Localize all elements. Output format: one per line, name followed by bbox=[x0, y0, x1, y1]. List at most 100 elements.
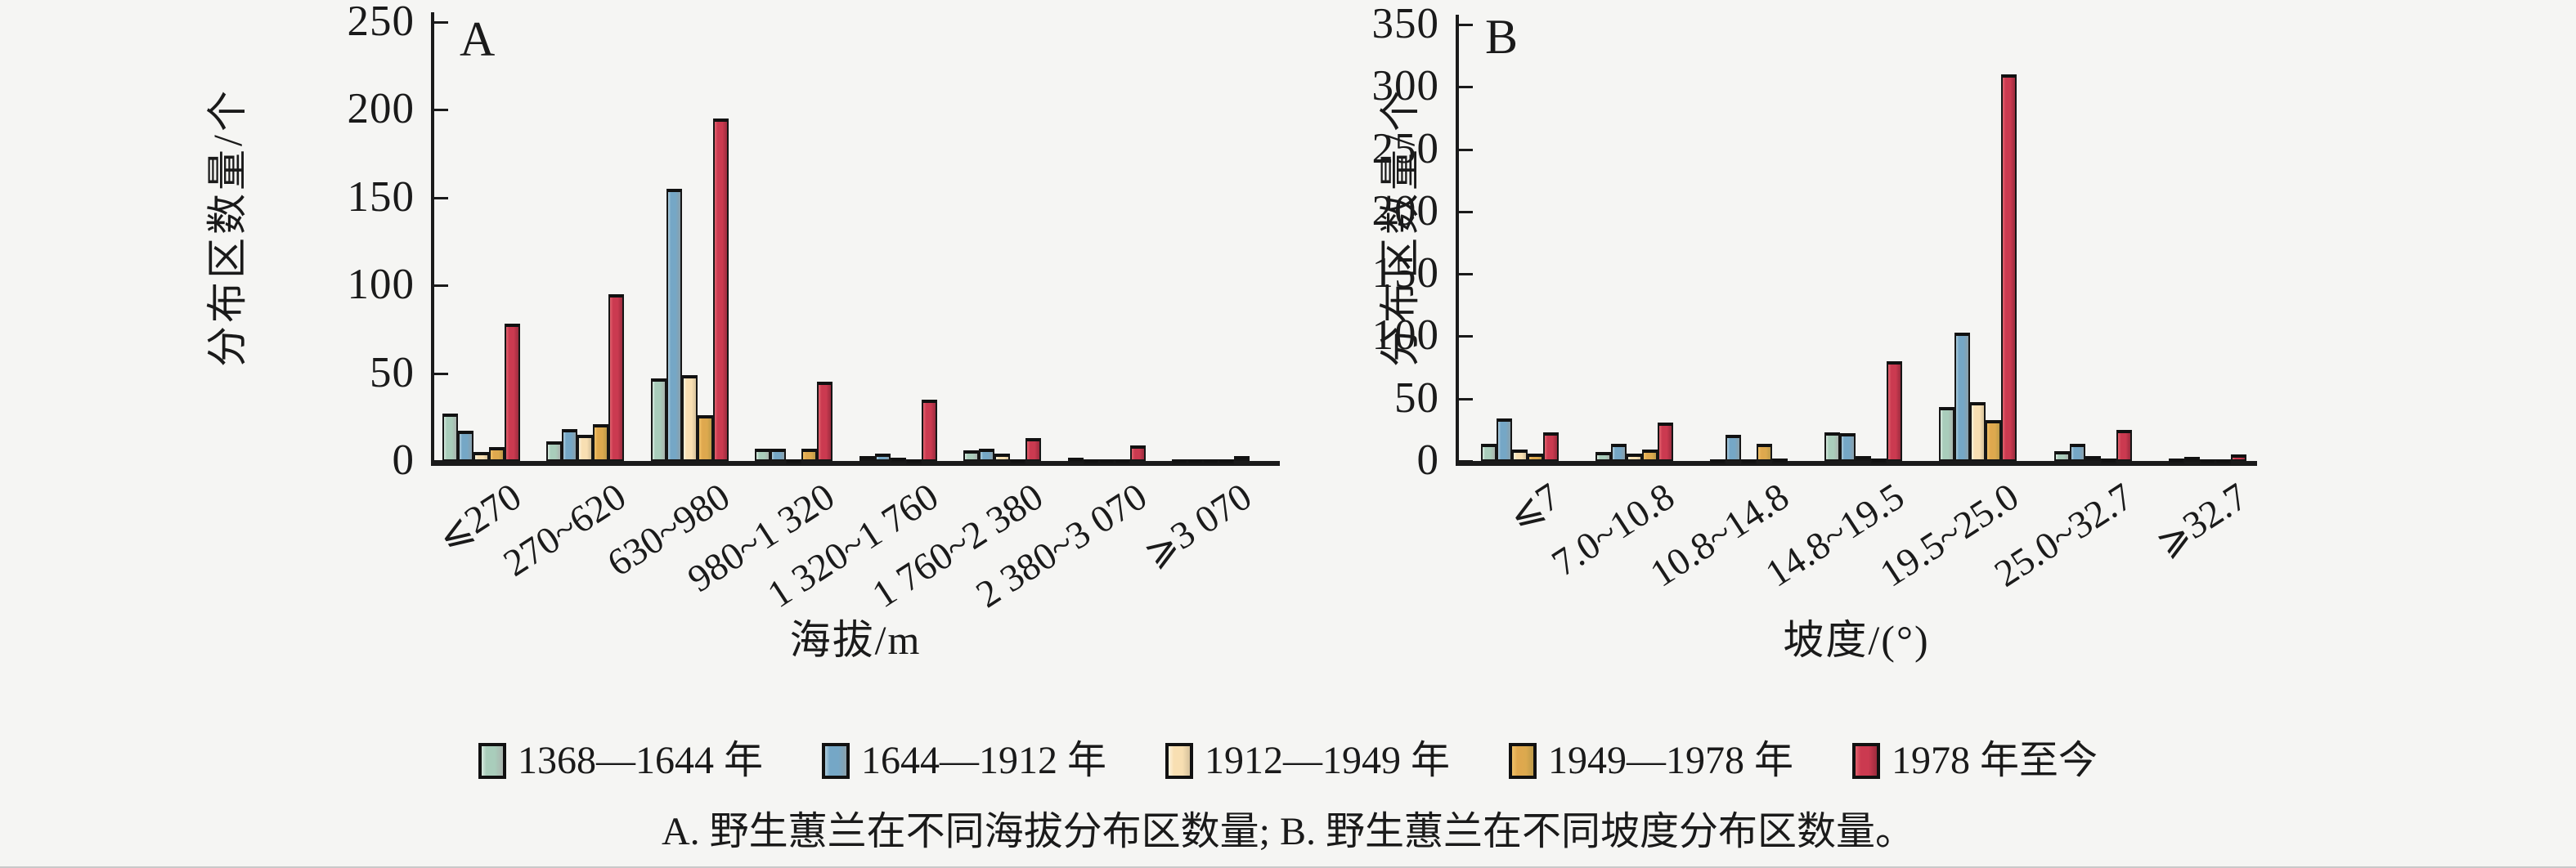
bar-b-group3-series3 bbox=[1740, 459, 1757, 464]
bar-b-group3-series2 bbox=[1725, 434, 1741, 461]
panel-a-ytick-label-150: 150 bbox=[347, 172, 415, 221]
figure-caption: A. 野生蕙兰在不同海拔分布区数量; B. 野生蕙兰在不同坡度分布区数量。 bbox=[661, 810, 1915, 853]
bar-a-group5-series4 bbox=[905, 459, 922, 464]
bar-b-group1-series5 bbox=[1542, 432, 1559, 461]
bar-b-group7-series1 bbox=[2168, 458, 2184, 463]
bar-b-group1-series1 bbox=[1480, 443, 1497, 461]
panel-b-ytick-150 bbox=[1459, 273, 1473, 276]
panel-b-ytick-50 bbox=[1459, 397, 1473, 400]
bar-b-group3-series5 bbox=[1771, 458, 1788, 463]
bar-a-group1-series3 bbox=[473, 452, 489, 461]
bar-a-group3-series4 bbox=[697, 415, 713, 461]
panel-b-ytick-250 bbox=[1459, 148, 1473, 151]
bar-a-group6-series4 bbox=[1010, 459, 1025, 464]
bar-a-group1-series2 bbox=[457, 431, 473, 461]
bar-a-group1-series4 bbox=[488, 446, 505, 461]
panel-a-ytick-label-200: 200 bbox=[347, 85, 415, 133]
bar-a-group6-series1 bbox=[963, 450, 979, 461]
panel-b-ytick-label-100: 100 bbox=[1371, 311, 1439, 360]
bar-b-group6-series5 bbox=[2116, 429, 2132, 461]
bar-b-group7-series2 bbox=[2183, 457, 2200, 463]
panel-a-x-axis-title: 海拔/m bbox=[789, 617, 922, 663]
bar-a-group8-series1 bbox=[1172, 459, 1187, 464]
bar-b-group4-series3 bbox=[1856, 455, 1872, 461]
bar-b-group6-series2 bbox=[2069, 443, 2085, 461]
bar-a-group7-series4 bbox=[1114, 459, 1130, 464]
bar-a-group3-series3 bbox=[681, 374, 698, 461]
bar-b-group1-series2 bbox=[1496, 418, 1512, 461]
bar-a-group1-series5 bbox=[504, 324, 520, 461]
panel-b-ytick-label-300: 300 bbox=[1371, 62, 1439, 110]
panel-b-ytick-200 bbox=[1459, 210, 1473, 213]
panel-a-ytick-label-50: 50 bbox=[370, 348, 415, 396]
bar-b-group4-series4 bbox=[1871, 458, 1887, 463]
panel-a-ytick-250 bbox=[434, 21, 448, 24]
legend-label-5: 1978 年至今 bbox=[1892, 739, 2098, 782]
panel-a-ytick-label-100: 100 bbox=[347, 261, 415, 309]
bar-a-group7-series2 bbox=[1083, 459, 1099, 464]
bar-a-group8-series3 bbox=[1203, 459, 1218, 464]
legend-swatch-3 bbox=[1165, 743, 1193, 779]
panel-b-ytick-label-0: 0 bbox=[1416, 436, 1439, 484]
bar-b-group6-series3 bbox=[2085, 455, 2101, 461]
bar-b-group2-series2 bbox=[1610, 443, 1627, 461]
legend-item-3: 1912—1949 年 bbox=[1165, 740, 1450, 782]
bar-a-group7-series3 bbox=[1098, 459, 1115, 464]
bar-a-group6-series3 bbox=[994, 454, 1010, 461]
panel-a-ytick-200 bbox=[434, 109, 448, 112]
panel-b-ytick-label-250: 250 bbox=[1371, 124, 1439, 172]
bar-b-group7-series4 bbox=[2215, 459, 2231, 464]
bar-a-group5-series3 bbox=[890, 457, 906, 463]
bar-b-group3-series1 bbox=[1709, 459, 1726, 464]
bar-a-group4-series1 bbox=[755, 448, 770, 461]
panel-b-ytick-label-200: 200 bbox=[1371, 186, 1439, 235]
panel-b-ytick-label-50: 50 bbox=[1394, 374, 1439, 422]
bar-b-group7-series5 bbox=[2230, 454, 2246, 461]
legend-label-1: 1368—1644 年 bbox=[517, 739, 763, 782]
bar-a-group3-series1 bbox=[650, 378, 666, 461]
panel-a-x-axis bbox=[431, 461, 1280, 466]
panel-b-x-axis-title: 坡度/(°) bbox=[1783, 617, 1930, 663]
panel-b-y-axis bbox=[1456, 15, 1459, 464]
bar-b-group5-series3 bbox=[1970, 402, 1986, 461]
legend-item-5: 1978 年至今 bbox=[1852, 740, 2098, 782]
bar-a-group2-series2 bbox=[562, 429, 577, 461]
panel-a-letter: A bbox=[460, 12, 496, 66]
panel-b-letter: B bbox=[1485, 10, 1519, 64]
bar-a-group2-series5 bbox=[608, 293, 624, 461]
legend-item-1: 1368—1644 年 bbox=[478, 740, 763, 782]
bar-a-group3-series5 bbox=[712, 119, 729, 461]
bar-b-group4-series1 bbox=[1824, 432, 1841, 461]
panel-b-xtick-text-1: ⩽7 bbox=[1501, 475, 1568, 539]
panel-b-ytick-350 bbox=[1459, 24, 1473, 26]
panel-a-ytick-150 bbox=[434, 196, 448, 199]
bar-b-group7-series3 bbox=[2199, 459, 2215, 464]
legend-swatch-2 bbox=[821, 743, 850, 779]
panel-a-ytick-0 bbox=[434, 460, 448, 463]
legend-swatch-1 bbox=[478, 743, 506, 779]
panel-a-ytick-100 bbox=[434, 284, 448, 288]
bar-b-group2-series4 bbox=[1641, 450, 1658, 461]
bar-a-group4-series3 bbox=[786, 459, 801, 464]
bar-b-group2-series5 bbox=[1657, 422, 1673, 461]
panel-a-ytick-label-250: 250 bbox=[347, 0, 415, 45]
legend-label-4: 1949—1978 年 bbox=[1548, 739, 1794, 782]
legend: 1368—1644 年 1644—1912 年 1912—1949 年 1949—19… bbox=[0, 740, 2576, 782]
bar-b-group6-series1 bbox=[2053, 450, 2070, 461]
legend-item-4: 1949—1978 年 bbox=[1509, 740, 1793, 782]
bar-a-group5-series2 bbox=[874, 454, 891, 461]
bar-a-group8-series2 bbox=[1187, 459, 1203, 464]
bar-a-group5-series5 bbox=[921, 399, 937, 461]
bar-a-group6-series2 bbox=[979, 448, 994, 461]
bar-a-group2-series3 bbox=[577, 434, 593, 461]
bar-a-group1-series1 bbox=[442, 414, 458, 461]
bar-a-group7-series1 bbox=[1067, 457, 1084, 463]
bar-b-group3-series4 bbox=[1756, 443, 1772, 461]
bar-b-group4-series2 bbox=[1840, 433, 1856, 461]
bar-b-group5-series5 bbox=[2001, 74, 2017, 461]
bar-a-group4-series5 bbox=[817, 382, 832, 461]
bar-a-group2-series1 bbox=[546, 441, 562, 461]
